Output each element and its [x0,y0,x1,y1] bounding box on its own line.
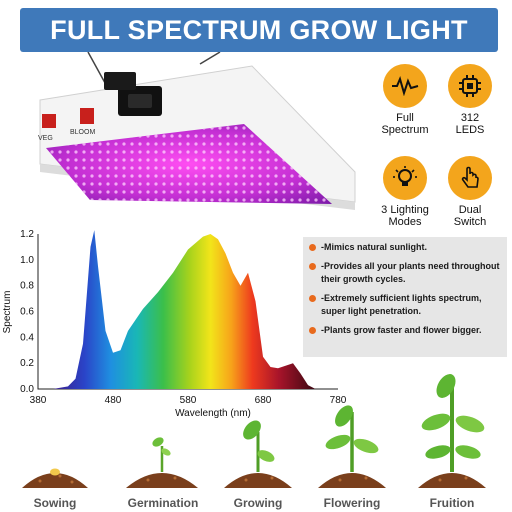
bloom-switch-label: BLOOM [70,129,95,136]
x-tick-label: 380 [30,395,47,406]
lightbulb-icon [383,156,427,200]
y-tick-label: 0.8 [20,281,34,292]
feature-312-leds: 312 LEDS [435,64,505,136]
x-tick-label: 580 [180,395,197,406]
sprout-icon [152,437,171,472]
young-plant-icon [325,405,379,472]
feature-3-lighting-modes: 3 Lighting Modes [370,156,440,228]
y-axis-label: Spectrum [2,291,13,334]
bullet-icon [309,263,316,270]
seed-icon [50,468,60,476]
waveform-icon [383,64,427,108]
title-banner: FULL SPECTRUM GROW LIGHT [20,8,498,52]
growth-stages [22,374,486,488]
y-tick-label: 1.2 [20,229,34,240]
x-tick-label: 680 [255,395,272,406]
bullet-icon [309,327,316,334]
y-tick-label: 0.4 [20,332,34,343]
seedling-icon [243,420,275,472]
spectrum-chart: 380 480 580 680 780 0.0 0.2 0.4 0.6 0.8 1.0 1.2 Wav… [2,229,347,419]
feature-dual-switch: Dual Switch [435,156,505,228]
y-tick-label: 1.0 [20,255,34,266]
chip-icon [448,64,492,108]
x-tick-label: 480 [105,395,122,406]
benefit-item: -Mimics natural sunlight. [309,241,501,254]
hand-switch-icon [448,156,492,200]
benefit-item: -Plants grow faster and flower bigger. [309,324,501,337]
page-title: FULL SPECTRUM GROW LIGHT [50,14,468,45]
bullet-icon [309,295,316,302]
bullet-icon [309,244,316,251]
benefit-item: -Extremely sufficient lights spectrum, s… [309,292,501,318]
benefits-panel: -Mimics natural sunlight. -Provides all … [303,237,507,357]
benefit-item: -Provides all your plants need throughou… [309,260,501,286]
veg-switch-label: VEG [38,135,53,142]
mature-plant-icon [421,374,485,472]
x-axis-label: Wavelength (nm) [175,408,251,419]
x-tick-label: 780 [330,395,347,406]
y-tick-label: 0.2 [20,358,34,369]
spectrum-area [53,230,316,389]
soil-mound-icon [22,473,486,488]
y-tick-label: 0.6 [20,307,34,318]
y-tick-label: 0.0 [20,384,34,395]
feature-full-spectrum: Full Spectrum [370,64,440,136]
grow-light-fixture: VEG BLOOM [38,52,356,210]
